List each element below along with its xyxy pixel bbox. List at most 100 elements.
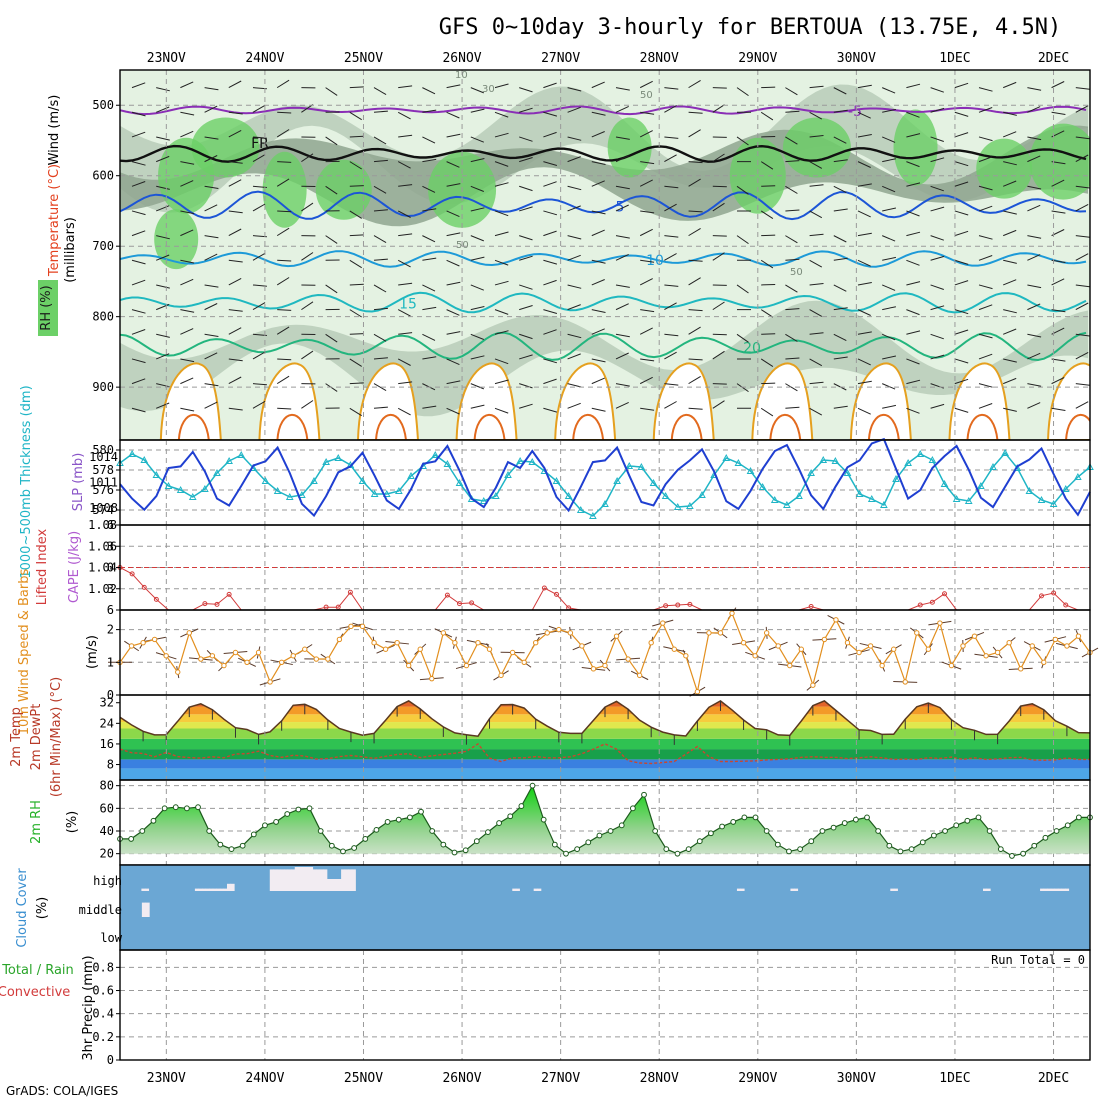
- y-tick-label: 578: [92, 463, 114, 477]
- wind-barb: [519, 255, 533, 261]
- rh-point: [953, 822, 960, 829]
- wind-barb: [591, 259, 606, 264]
- wind-barb: [446, 309, 460, 316]
- thickness-point: [564, 491, 573, 499]
- wind-barb: [156, 185, 170, 190]
- rh-point: [529, 782, 536, 789]
- rh-high-moisture-area: [154, 209, 199, 270]
- wind-barb: [591, 131, 605, 138]
- wind-barb: [519, 136, 533, 142]
- slp-line: [119, 437, 1091, 518]
- wind-barb: [494, 379, 509, 385]
- rh-point: [150, 817, 157, 824]
- wind-barb: [156, 155, 170, 163]
- wind-barb: [276, 227, 290, 237]
- warm-boundary-layer-column: [258, 362, 321, 440]
- y-tick-label: 0.4: [92, 1007, 114, 1021]
- rh-point: [674, 850, 681, 857]
- wind-barb: [422, 333, 436, 341]
- wind-speed-point: [833, 617, 839, 623]
- rh-point: [540, 816, 547, 823]
- lifted-index-point: [687, 601, 693, 607]
- wind-speed-point: [486, 646, 493, 652]
- y-tick-label: 574: [92, 503, 114, 517]
- wind-barb: [131, 407, 146, 413]
- wind-barb: [228, 210, 243, 214]
- cloud-bar-middle: [145, 902, 150, 917]
- wind-barb: [156, 136, 170, 141]
- thickness-point: [152, 470, 161, 478]
- wind-barb: [252, 284, 267, 287]
- wind-barb: [857, 358, 871, 366]
- thickness-point: [273, 486, 282, 494]
- wind-barb: [760, 407, 774, 417]
- wind-barb: [349, 382, 364, 385]
- wind-speed-point: [729, 610, 735, 616]
- wind-barb: [204, 333, 219, 337]
- wind-barb: [446, 210, 460, 218]
- rh-point: [830, 824, 837, 831]
- wind-barb: [978, 87, 993, 92]
- cloud-bar-high: [219, 888, 224, 891]
- wind-speed-point: [960, 643, 966, 649]
- wind-barb: [276, 79, 290, 89]
- rh-point: [1064, 822, 1071, 829]
- wind-barb: [954, 280, 969, 286]
- wind-barb: [180, 309, 195, 313]
- wind-axis-label: Wind (m/s): [47, 95, 62, 166]
- cloud-bar-high: [515, 888, 520, 891]
- rh-point: [239, 842, 246, 849]
- wind-speed-point: [140, 639, 146, 646]
- wind-barb: [398, 282, 413, 286]
- cloud-bar-high: [287, 869, 292, 891]
- rh-point: [518, 803, 525, 809]
- wind-barb: [615, 333, 630, 338]
- wind-speed-point: [660, 620, 666, 626]
- hot-isotherm: [1065, 413, 1090, 440]
- thickness-point: [746, 466, 755, 474]
- y-tick-label: 0: [107, 1053, 114, 1067]
- wind-barb: [712, 252, 725, 261]
- wind-barb: [301, 400, 314, 409]
- thickness-point: [625, 461, 634, 469]
- wind-barb: [373, 110, 388, 113]
- wind-barb: [494, 210, 509, 217]
- wind-barb: [1075, 105, 1089, 113]
- rh-point: [618, 822, 625, 829]
- rh-point: [273, 819, 279, 825]
- date-tick-label-bottom: 29NOV: [738, 1071, 777, 1086]
- wind-barb: [591, 180, 605, 187]
- wind-barb: [736, 87, 749, 97]
- wind-barb: [785, 235, 798, 244]
- wind-barb: [397, 309, 411, 317]
- wind-barb: [1075, 253, 1089, 261]
- lifted-index-point: [202, 601, 208, 607]
- wind-speed-point: [706, 630, 712, 636]
- rh-point: [741, 814, 748, 821]
- wind-barb: [978, 304, 993, 311]
- thickness-point: [431, 450, 440, 458]
- cloud-bar-high: [198, 888, 203, 891]
- wind-barb: [809, 161, 823, 169]
- wind-barb: [131, 230, 146, 237]
- wind-barb: [906, 111, 920, 118]
- wind-barb: [349, 259, 362, 269]
- wind-speed-point: [890, 646, 897, 652]
- wind-barb: [228, 277, 242, 286]
- wind-barb: [494, 280, 509, 286]
- wind-barb: [688, 326, 701, 335]
- wind-barb: [156, 106, 170, 113]
- date-tick-label-bottom: 24NOV: [245, 1071, 284, 1086]
- wind-barb: [1075, 235, 1090, 238]
- wind-barb: [519, 284, 533, 290]
- wind-barb: [591, 210, 606, 215]
- date-tick-label-top: 24NOV: [245, 51, 284, 66]
- wind-speed-point: [590, 666, 597, 672]
- rh-point: [897, 848, 904, 855]
- rh-point: [919, 839, 926, 846]
- wind-speed-point: [255, 649, 262, 656]
- wind-speed-point: [879, 662, 885, 669]
- rh-contour-label: 10: [455, 70, 468, 81]
- wind-barb: [688, 375, 701, 385]
- wind-barb: [494, 182, 509, 187]
